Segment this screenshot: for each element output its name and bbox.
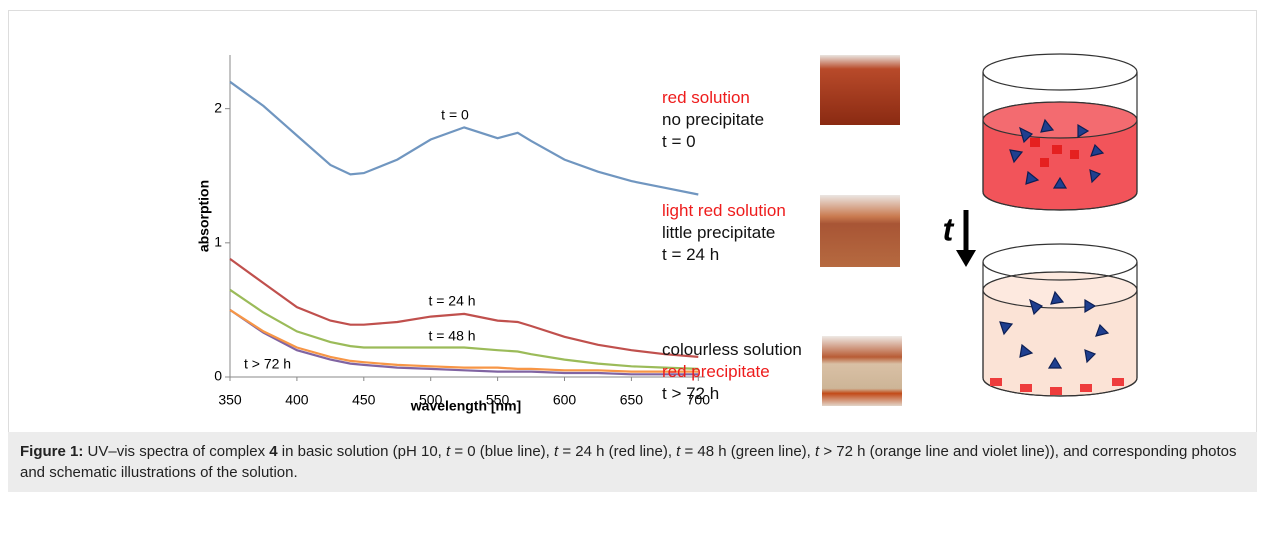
y-tick-label: 1 xyxy=(214,234,222,250)
photo xyxy=(822,336,902,406)
photo xyxy=(820,195,900,267)
page: {"chart_data":{"type":"line","x_label":"… xyxy=(0,0,1265,543)
photo xyxy=(820,55,900,125)
caption-part: = 48 h (green line), xyxy=(680,443,815,460)
state-line: t = 24 h xyxy=(662,244,786,266)
caption-part: UV–vis spectra of complex xyxy=(83,443,269,460)
beaker-bottom xyxy=(983,244,1137,396)
state-line: no precipitate xyxy=(662,109,764,131)
x-tick-label: 450 xyxy=(352,392,376,408)
y-axis-title: absorption xyxy=(196,180,212,252)
caption-part: 4 xyxy=(269,443,277,460)
state-line: t > 72 h xyxy=(662,383,802,405)
curve-label: t = 48 h xyxy=(428,328,475,344)
caption: Figure 1: UV–vis spectra of complex 4 in… xyxy=(8,432,1257,492)
x-tick-label: 600 xyxy=(553,392,577,408)
caption-part: in basic solution (pH 10, xyxy=(278,443,446,460)
x-tick-label: 650 xyxy=(620,392,644,408)
state-text: light red solution little precipitate t … xyxy=(662,200,786,266)
y-tick-label: 0 xyxy=(214,368,222,384)
arrow-label: t xyxy=(943,211,955,247)
state-line: red precipitate xyxy=(662,361,802,383)
arrow-head xyxy=(956,250,976,267)
caption-part: = 24 h (red line), xyxy=(558,443,676,460)
curve-label: t = 0 xyxy=(441,107,469,123)
state-line: t = 0 xyxy=(662,131,764,153)
x-tick-label: 500 xyxy=(419,392,443,408)
x-tick-label: 400 xyxy=(285,392,309,408)
state-line: little precipitate xyxy=(662,222,786,244)
y-tick-label: 2 xyxy=(214,99,222,115)
state-line: red solution xyxy=(662,87,764,109)
caption-part: = 0 (blue line), xyxy=(450,443,554,460)
x-tick-label: 550 xyxy=(486,392,510,408)
curve-label: t > 72 h xyxy=(244,356,291,372)
x-tick-label: 350 xyxy=(218,392,242,408)
curve-label: t = 24 h xyxy=(428,293,475,309)
state-text: red solution no precipitate t = 0 xyxy=(662,87,764,153)
data-line xyxy=(230,82,698,195)
state-text: colourless solution red precipitate t > … xyxy=(662,339,802,405)
state-line: colourless solution xyxy=(662,339,802,361)
caption-part: Figure 1: xyxy=(20,443,83,460)
state-line: light red solution xyxy=(662,200,786,222)
beaker-top xyxy=(983,54,1137,210)
